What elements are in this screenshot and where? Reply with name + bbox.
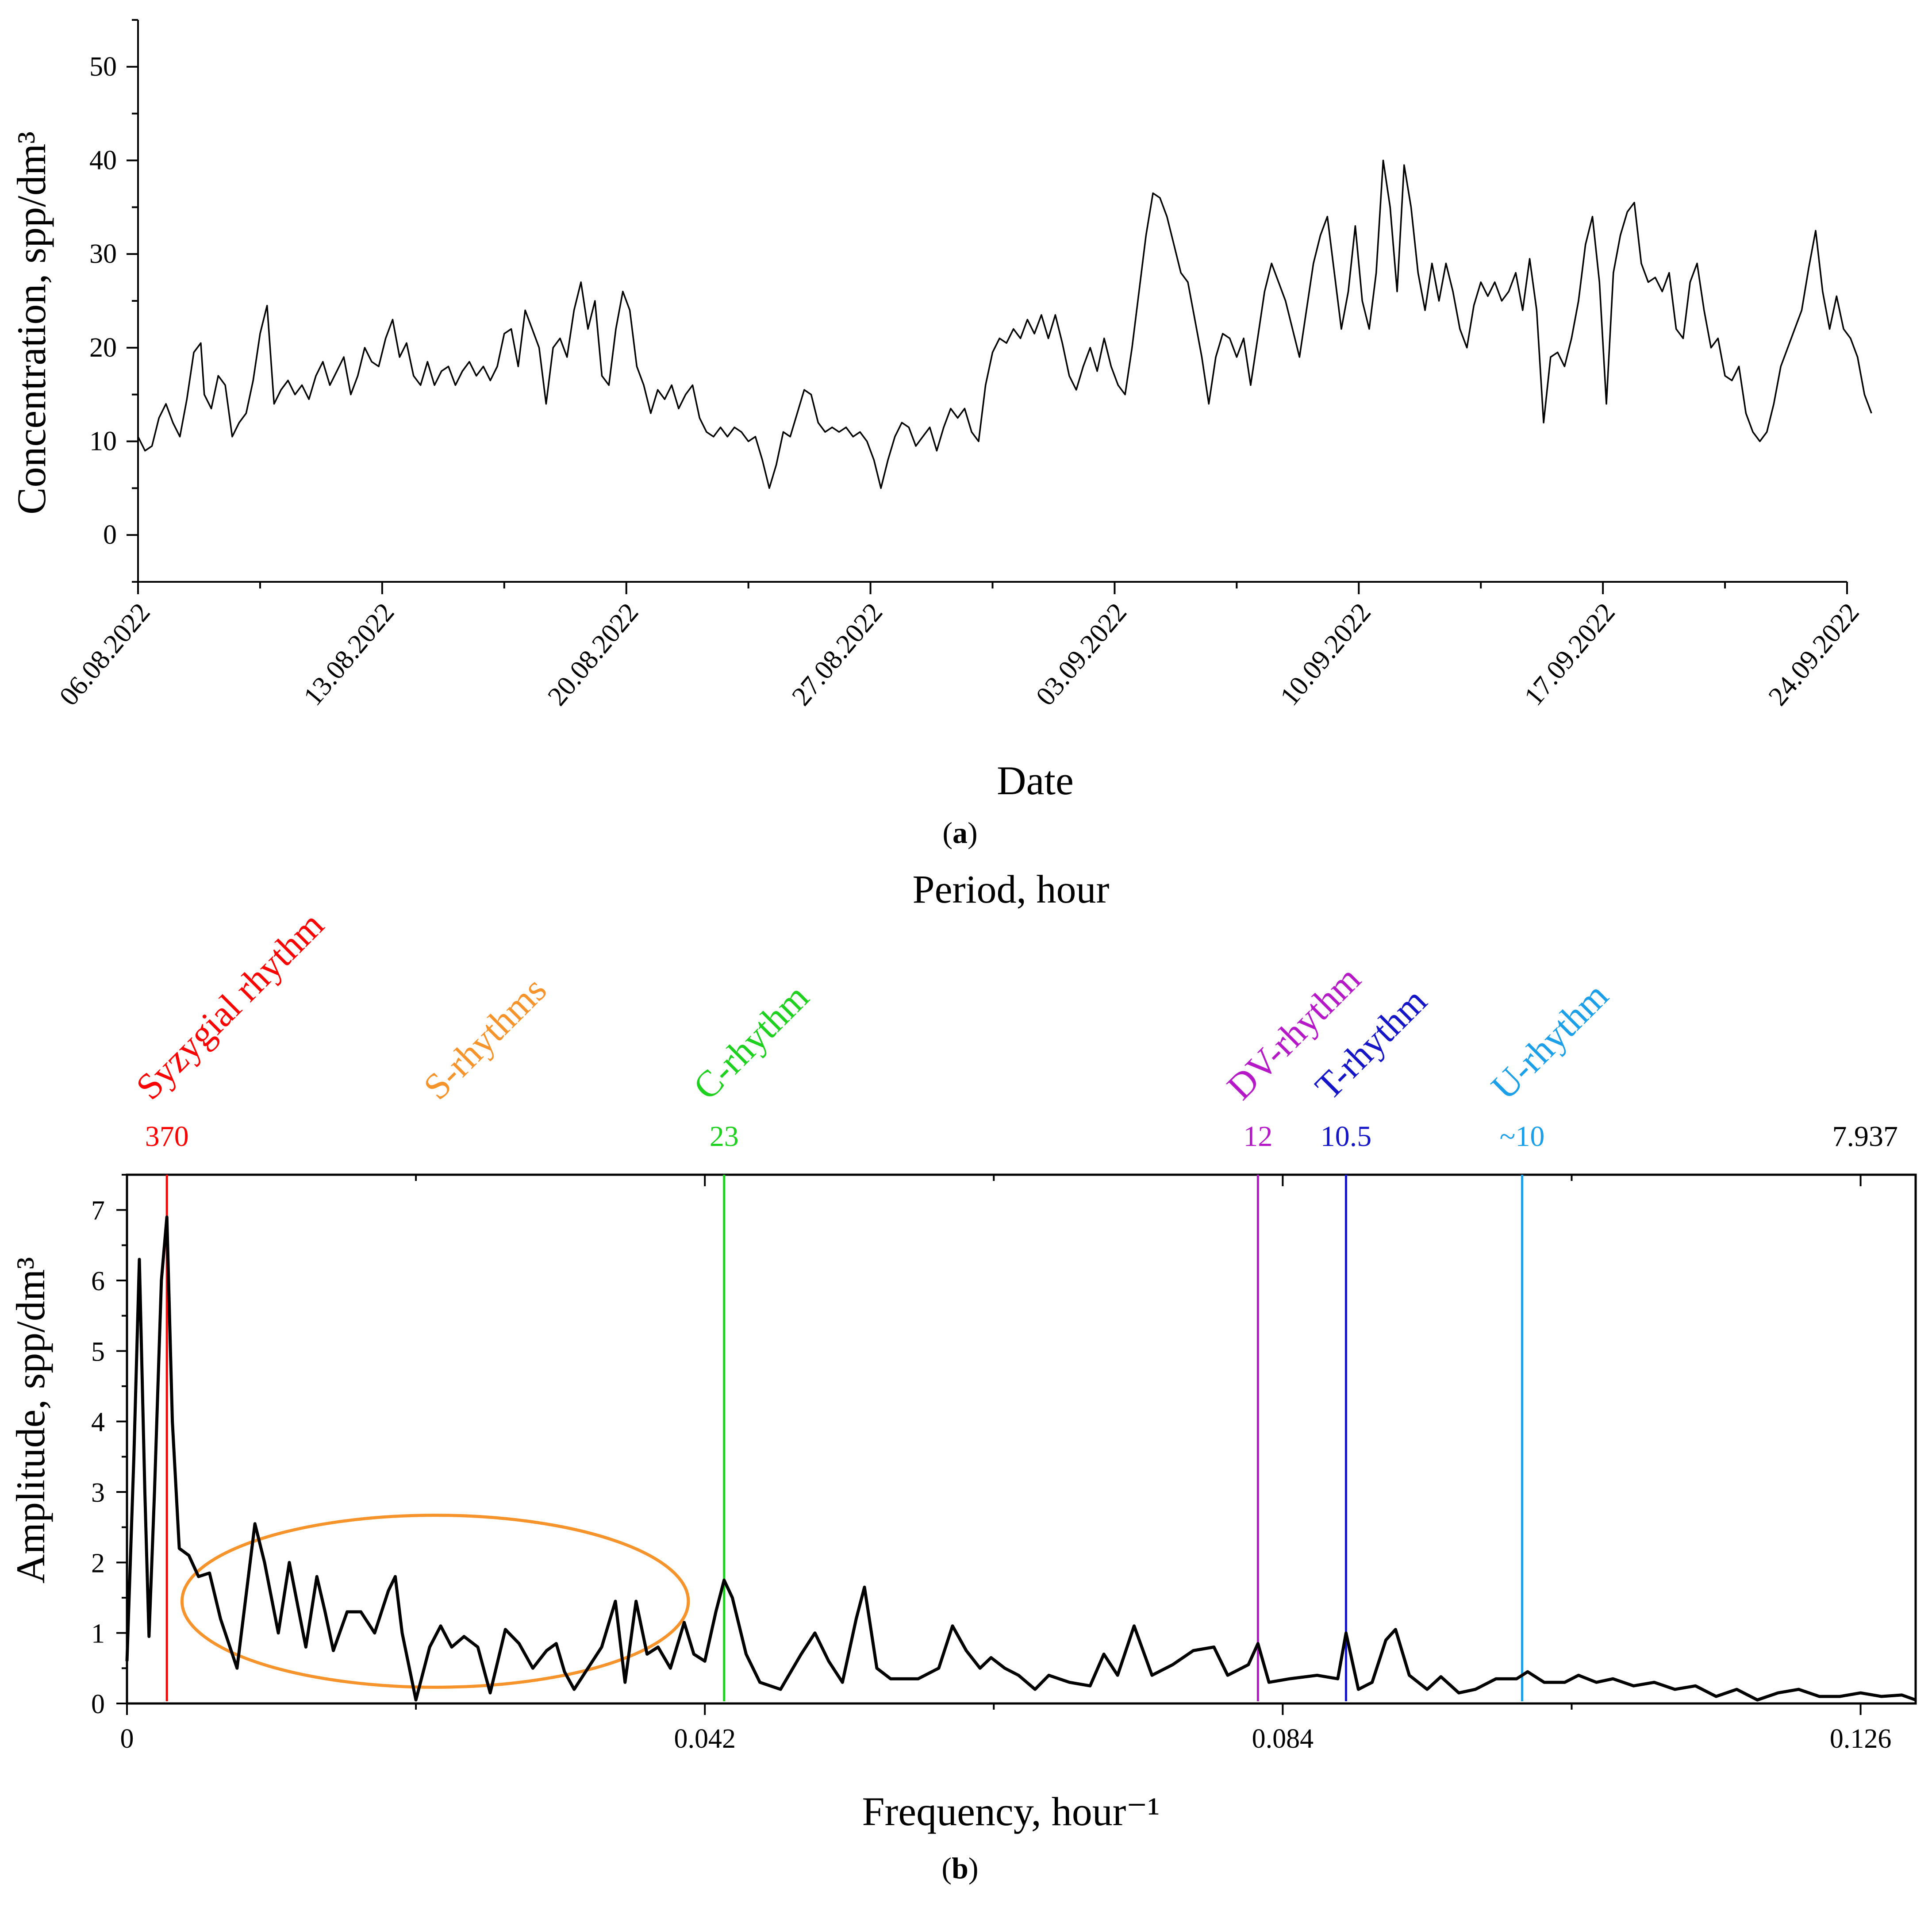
panel-b-axes — [126, 1173, 1917, 1705]
rhythm-name: Syzygial rhythm — [128, 904, 332, 1107]
panel-a-y-axis-label: Concentration, spp/dm³ — [9, 131, 54, 515]
rhythm-name: C-rhythm — [685, 977, 817, 1108]
x-tick-label: 0 — [120, 1724, 134, 1754]
y-tick-label: 20 — [89, 333, 117, 363]
y-tick-label: 0 — [103, 520, 117, 550]
period-label: ~10 — [1500, 1120, 1545, 1153]
concentration-line — [137, 159, 1872, 489]
y-tick-label: 30 — [89, 239, 117, 269]
panel-a-y-ticks: 0 10 20 30 40 50 — [89, 19, 138, 583]
x-tick-label: 0.042 — [674, 1724, 736, 1754]
panel-b-spectrum: Period, hour Syzygial rhythm S-rhythms C-r… — [8, 868, 1917, 1885]
y-tick-label: 7 — [91, 1196, 105, 1226]
s-rhythms-ellipse — [180, 1514, 690, 1689]
y-tick-label: 10 — [89, 427, 117, 457]
period-label: 10.5 — [1321, 1120, 1372, 1153]
y-tick-label: 3 — [91, 1478, 105, 1508]
period-label: 23 — [710, 1120, 739, 1153]
y-tick-label: 1 — [91, 1619, 105, 1649]
rhythm-name: S-rhythms — [416, 969, 554, 1107]
y-tick-label: 0 — [91, 1689, 105, 1719]
period-labels: 370 23 12 10.5 ~10 — [145, 1120, 1545, 1153]
top-end-label: 7.937 — [1832, 1120, 1898, 1153]
x-tick-label: 0.084 — [1252, 1724, 1314, 1754]
y-tick-label: 6 — [91, 1266, 105, 1296]
panel-a-caption: (a) — [942, 816, 977, 850]
panel-b-caption: (b) — [941, 1851, 978, 1885]
panel-b-frame — [126, 1173, 1917, 1705]
amplitude-spectrum-line — [125, 1215, 1917, 1702]
x-tick-label: 20.08.2022 — [542, 597, 644, 711]
x-tick-label: 13.08.2022 — [298, 597, 400, 711]
panel-a-x-ticks: 06.08.2022 13.08.2022 20.08.2022 27.08.2022… — [54, 582, 1865, 711]
x-tick-label: 27.08.2022 — [786, 597, 888, 711]
x-tick-label: 03.09.2022 — [1030, 597, 1133, 711]
panel-a-axes — [137, 20, 1847, 583]
panel-a-time-series: 0 10 20 30 40 50 06.08.2022 13.08.2022 20.08.20… — [9, 19, 1872, 850]
period-label: 370 — [145, 1120, 189, 1153]
rhythm-labels: Syzygial rhythm S-rhythms C-rhythm DV-rhyth… — [128, 904, 1616, 1107]
y-tick-label: 4 — [91, 1407, 105, 1438]
panel-b-x-ticks: 0 0.042 0.084 0.126 7.937 — [120, 1120, 1898, 1754]
x-tick-label: 0.126 — [1830, 1724, 1892, 1754]
panel-a-x-axis-label: Date — [997, 758, 1074, 803]
panel-b-y-ticks: 0 1 2 3 4 5 6 7 — [91, 1174, 127, 1719]
rhythm-name: U-rhythm — [1483, 975, 1616, 1107]
x-tick-label: 10.09.2022 — [1275, 597, 1377, 711]
x-tick-label: 06.08.2022 — [54, 597, 156, 711]
y-tick-label: 2 — [91, 1548, 105, 1578]
period-label: 12 — [1243, 1120, 1272, 1153]
rhythm-markers — [165, 1175, 1524, 1701]
panel-b-y-axis-label: Amplitude, spp/dm³ — [8, 1257, 53, 1584]
x-tick-label: 24.09.2022 — [1763, 597, 1865, 711]
y-tick-label: 50 — [89, 52, 117, 82]
y-tick-label: 40 — [89, 146, 117, 176]
panel-b-x-axis-label: Frequency, hour⁻¹ — [862, 1789, 1160, 1834]
x-tick-label: 17.09.2022 — [1518, 597, 1621, 711]
panel-b-top-axis-label: Period, hour — [913, 868, 1110, 911]
y-tick-label: 5 — [91, 1337, 105, 1367]
